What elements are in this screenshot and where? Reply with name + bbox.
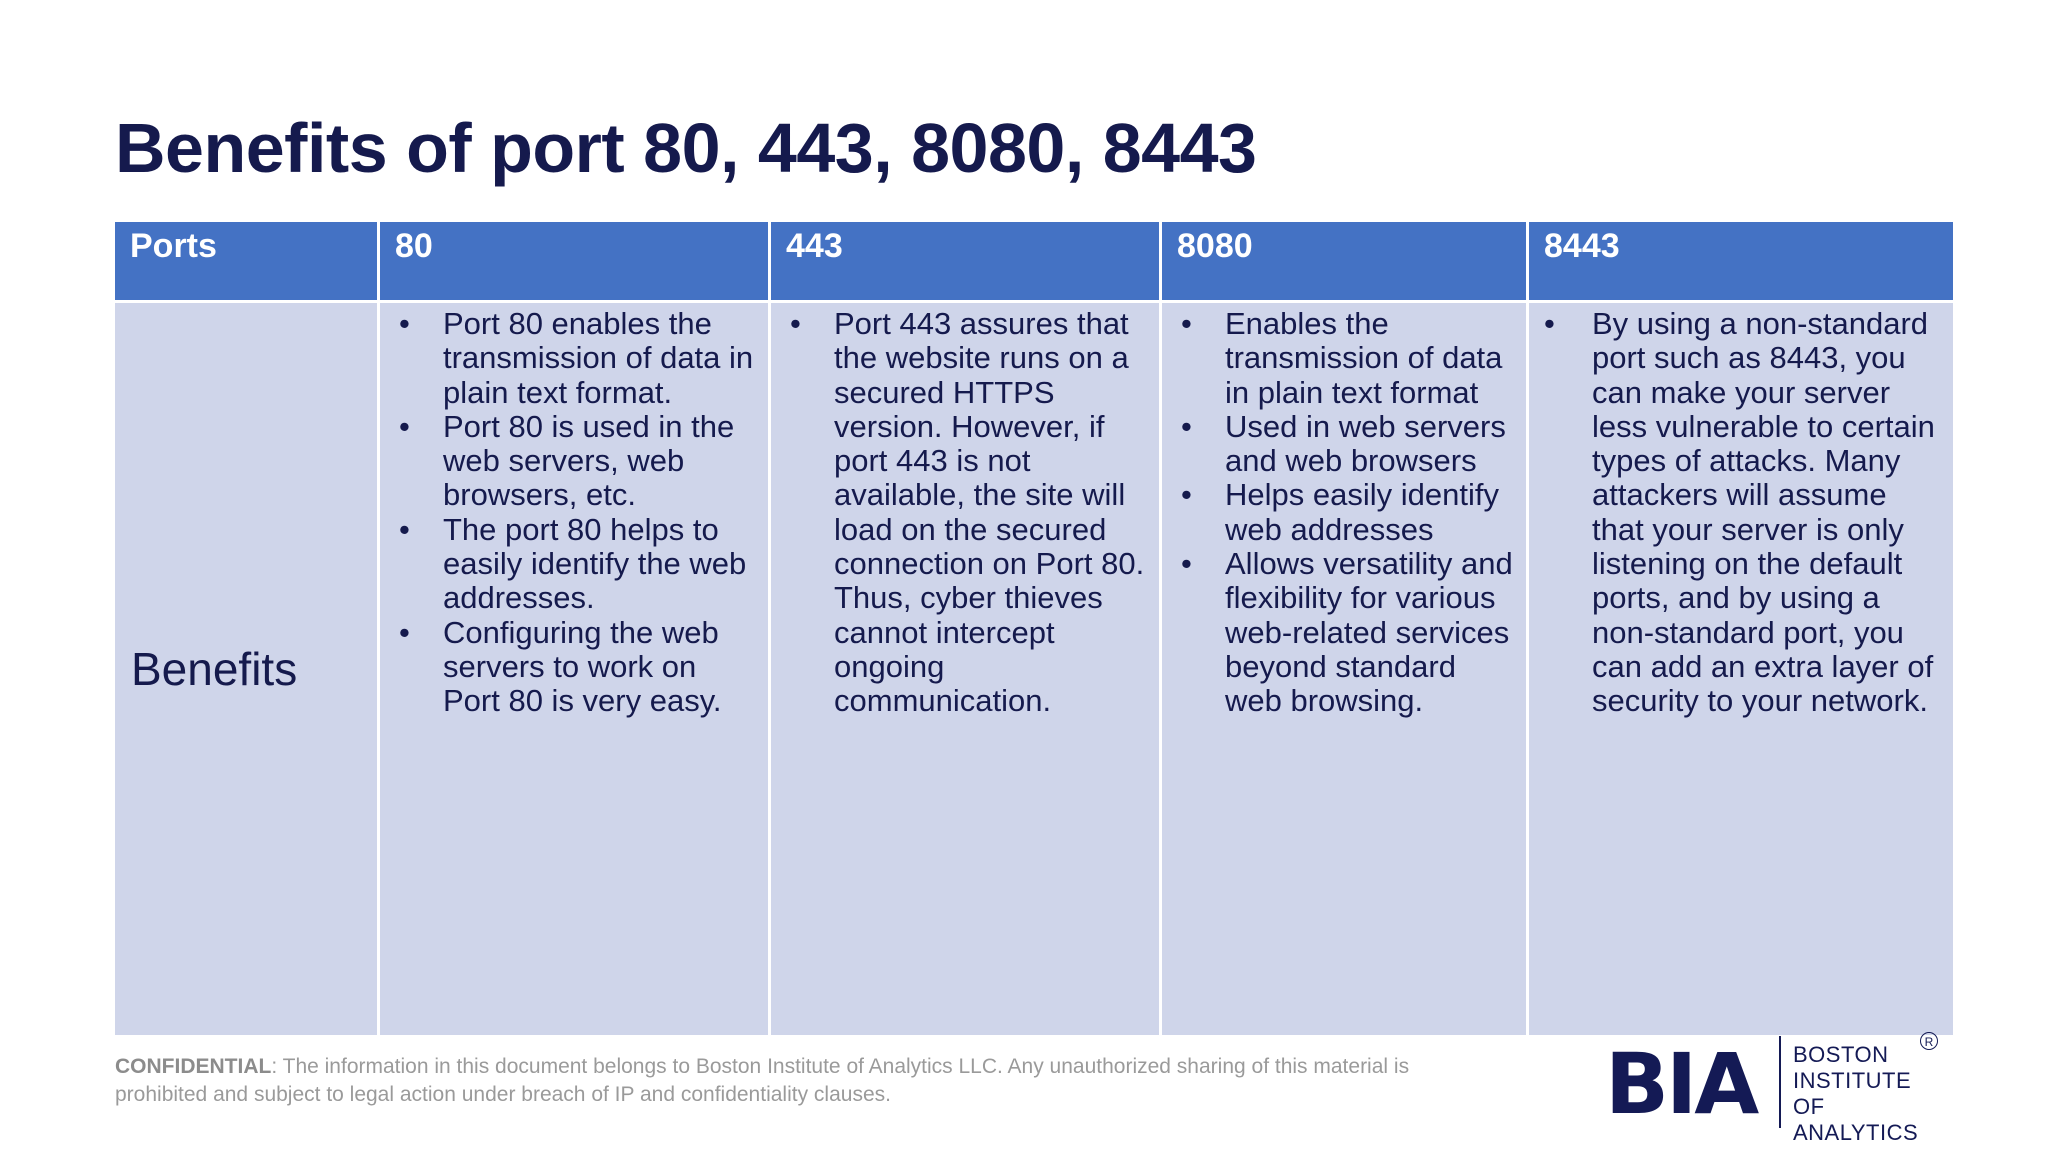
bullet-list-443: • Port 443 assures that the website runs … <box>786 306 1149 719</box>
bullet-list-80: • Port 80 enables the transmission of dat… <box>395 306 758 719</box>
confidential-notice: CONFIDENTIAL: The information in this do… <box>115 1053 1415 1109</box>
logo-divider <box>1779 1036 1781 1128</box>
list-item: • Enables the transmission of data in pla… <box>1181 306 1503 410</box>
bullet-icon: • <box>1181 546 1192 582</box>
slide-title: Benefits of port 80, 443, 8080, 8443 <box>115 109 1257 187</box>
cell-port-8080: • Enables the transmission of data in pla… <box>1162 303 1526 1035</box>
confidential-label: CONFIDENTIAL <box>115 1055 272 1078</box>
list-item: • The port 80 helps to easily identify th… <box>399 511 747 616</box>
paragraph-8443: • By using a non-standard port such as 84… <box>1544 306 1935 719</box>
bullet-icon: • <box>399 511 410 547</box>
registered-icon: R <box>1920 1032 1938 1050</box>
confidential-text: : The information in this document belon… <box>115 1055 1410 1106</box>
bullet-icon: • <box>399 408 410 444</box>
list-item: • Used in web servers and web browsers <box>1181 408 1506 479</box>
bullet-icon: • <box>399 614 410 650</box>
header-8080: 8080 <box>1162 222 1526 300</box>
header-443: 443 <box>771 222 1159 300</box>
cell-port-443: • Port 443 assures that the website runs … <box>771 303 1159 1035</box>
list-item: • Port 80 is used in the web servers, web… <box>399 408 735 513</box>
list-item: • Helps easily identify web addresses <box>1181 477 1499 547</box>
ports-table: Ports 80 443 8080 8443 Benefits • Port 80… <box>115 222 1953 1035</box>
bia-logo: BIA BOSTON INSTITUTE OF ANALYTICS R <box>1605 1030 1945 1145</box>
bullet-icon: • <box>1544 306 1555 341</box>
row-label-benefits: Benefits <box>115 303 377 1035</box>
bullet-list-8080: • Enables the transmission of data in pla… <box>1177 306 1516 719</box>
cell-port-8443: • By using a non-standard port such as 84… <box>1529 303 1953 1035</box>
list-item: • Configuring the web servers to work on … <box>399 614 722 719</box>
bullet-icon: • <box>1181 477 1192 513</box>
logo-wordmark: BOSTON INSTITUTE OF ANALYTICS <box>1793 1042 1919 1145</box>
logo-mark: BIA <box>1605 1035 1759 1133</box>
header-8443: 8443 <box>1529 222 1953 300</box>
bullet-icon: • <box>790 306 801 341</box>
bullet-icon: • <box>399 306 410 341</box>
header-ports: Ports <box>115 222 377 300</box>
cell-port-80: • Port 80 enables the transmission of dat… <box>380 303 768 1035</box>
list-item: • Allows versatility and flexibility for … <box>1181 546 1513 719</box>
bullet-icon: • <box>1181 306 1192 341</box>
bullet-icon: • <box>1181 408 1192 444</box>
list-item: • Port 443 assures that the website runs … <box>790 306 1145 719</box>
list-item: • Port 80 enables the transmission of dat… <box>399 306 754 410</box>
header-80: 80 <box>380 222 768 300</box>
